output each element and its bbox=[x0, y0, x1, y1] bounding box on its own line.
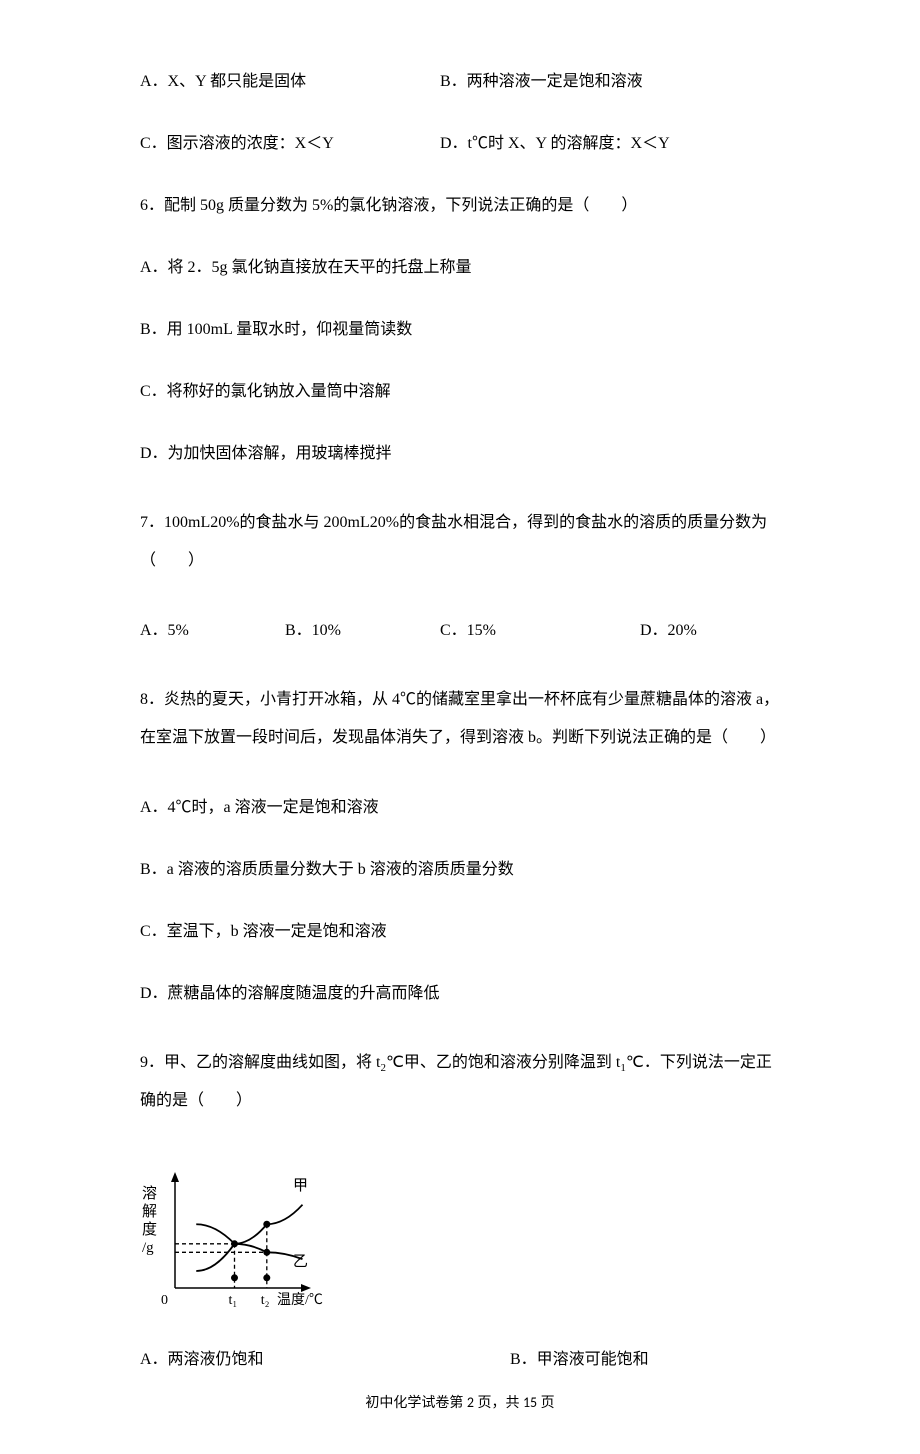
q8-stem: 8．炎热的夏天，小青打开冰箱，从 4℃的储藏室里拿出一杯杯底有少量蔗糖晶体的溶液… bbox=[140, 681, 780, 758]
q5-option-a: A．X、Y 都只能是固体 bbox=[140, 70, 306, 94]
q6-option-a: A．将 2．5g 氯化钠直接放在天平的托盘上称量 bbox=[140, 256, 780, 280]
q9-option-b: B．甲溶液可能饱和 bbox=[510, 1348, 649, 1372]
exam-page: A．X、Y 都只能是固体 B．两种溶液一定是饱和溶液 C．图示溶液的浓度：X＜Y… bbox=[0, 0, 920, 1454]
svg-text:0: 0 bbox=[161, 1293, 168, 1308]
q7-option-b: B．10% bbox=[285, 619, 341, 643]
footer-page-current: 2 bbox=[467, 1394, 474, 1411]
svg-text:乙: 乙 bbox=[293, 1254, 308, 1270]
solubility-chart: 溶解度/g 0 t₁ t₂ 温度/℃ 甲乙 bbox=[140, 1158, 335, 1318]
page-footer: 初中化学试卷第 2 页，共 15 页 bbox=[140, 1392, 780, 1414]
q7-option-d: D．20% bbox=[640, 619, 697, 643]
footer-mid: 页，共 bbox=[474, 1396, 523, 1411]
svg-text:t₂: t₂ bbox=[261, 1293, 270, 1308]
svg-text:温度/℃: 温度/℃ bbox=[277, 1292, 323, 1308]
svg-text:/g: /g bbox=[142, 1240, 154, 1256]
q6-option-c: C．将称好的氯化钠放入量筒中溶解 bbox=[140, 380, 780, 404]
q9-stem: 9．甲、乙的溶解度曲线如图，将 t2℃甲、乙的饱和溶液分别降温到 t1℃．下列说… bbox=[140, 1044, 780, 1121]
q9-options-row: A．两溶液仍饱和 B．甲溶液可能饱和 placeholder bbox=[140, 1348, 780, 1372]
footer-prefix: 初中化学试卷第 bbox=[365, 1396, 467, 1411]
q6-option-d: D．为加快固体溶解，用玻璃棒搅拌 bbox=[140, 442, 780, 466]
q8-option-a: A．4℃时，a 溶液一定是饱和溶液 bbox=[140, 796, 780, 820]
q5-option-c: C．图示溶液的浓度：X＜Y bbox=[140, 132, 334, 156]
svg-text:解: 解 bbox=[142, 1203, 157, 1220]
footer-page-total: 15 bbox=[523, 1394, 537, 1411]
q7-option-a: A．5% bbox=[140, 619, 189, 643]
q5-option-d: D．t℃时 X、Y 的溶解度：X＜Y bbox=[440, 132, 670, 156]
q5-options-row2: C．图示溶液的浓度：X＜Y D．t℃时 X、Y 的溶解度：X＜Y bbox=[140, 132, 780, 156]
q9-stem-mid: ℃甲、乙的饱和溶液分别降温到 t bbox=[386, 1054, 620, 1071]
q8-option-b: B．a 溶液的溶质质量分数大于 b 溶液的溶质质量分数 bbox=[140, 858, 780, 882]
footer-suffix: 页 bbox=[537, 1396, 555, 1411]
q8-option-d: D．蔗糖晶体的溶解度随温度的升高而降低 bbox=[140, 982, 780, 1006]
q8-option-c: C．室温下，b 溶液一定是饱和溶液 bbox=[140, 920, 780, 944]
q7-stem: 7．100mL20%的食盐水与 200mL20%的食盐水相混合，得到的食盐水的溶… bbox=[140, 504, 780, 581]
q7-option-c: C．15% bbox=[440, 619, 496, 643]
q9-option-a: A．两溶液仍饱和 bbox=[140, 1348, 264, 1372]
svg-text:溶: 溶 bbox=[142, 1185, 157, 1202]
q5-options-row1: A．X、Y 都只能是固体 B．两种溶液一定是饱和溶液 bbox=[140, 70, 780, 94]
svg-text:度: 度 bbox=[142, 1221, 157, 1238]
q5-option-b: B．两种溶液一定是饱和溶液 bbox=[440, 70, 643, 94]
svg-text:t₁: t₁ bbox=[229, 1293, 238, 1308]
svg-text:甲: 甲 bbox=[293, 1178, 308, 1194]
q6-option-b: B．用 100mL 量取水时，仰视量筒读数 bbox=[140, 318, 780, 342]
q6-stem: 6．配制 50g 质量分数为 5%的氯化钠溶液，下列说法正确的是（ ） bbox=[140, 194, 780, 218]
q9-stem-pre: 9．甲、乙的溶解度曲线如图，将 t bbox=[140, 1054, 380, 1071]
q7-options-row: A．5% B．10% C．15% D．20% placeholder bbox=[140, 619, 780, 643]
